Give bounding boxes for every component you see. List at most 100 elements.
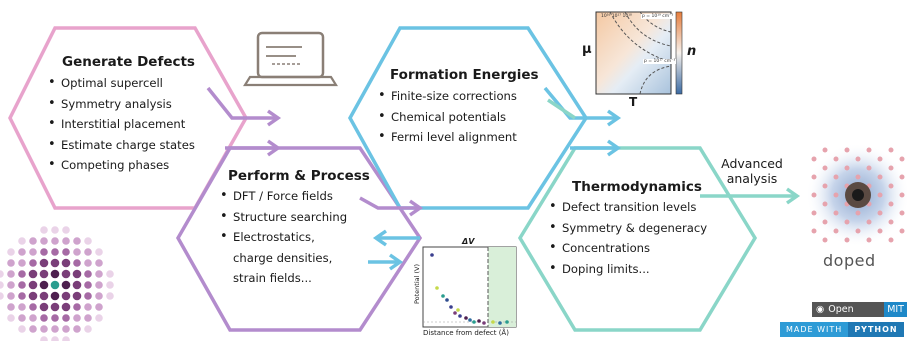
plot-point (430, 253, 434, 257)
lattice-atom (855, 210, 861, 216)
grid-dot (7, 314, 15, 322)
lattice-atom (822, 219, 828, 225)
plot-point (464, 316, 468, 320)
plot-point (468, 318, 472, 322)
heatmap-tag-top: 10¹⁶ 10¹⁷ 10¹⁸ (601, 14, 632, 19)
plot-point (445, 298, 449, 302)
grid-dot (51, 336, 59, 341)
perform-list: DFT / Force fields Structure searching E… (220, 186, 347, 289)
doped-logo-text: doped (823, 251, 876, 270)
lattice-atom (877, 210, 883, 216)
heatmap-x-label: T (629, 95, 638, 109)
thermo-list: Defect transition levels Symmetry & dege… (549, 197, 707, 279)
open-source-label: Open Source (826, 302, 885, 330)
list-item: Finite-size corrections (378, 86, 517, 107)
grid-dot (62, 248, 70, 256)
formation-hexagon (347, 26, 589, 210)
arrow-to-advanced (700, 187, 801, 205)
list-item: Doping limits... (549, 259, 707, 280)
grid-dot (50, 280, 60, 290)
plot-point (456, 308, 460, 312)
grid-dot (106, 281, 114, 289)
made-with-python-badge[interactable]: MADE WITH PYTHON (780, 322, 904, 337)
grid-dot (51, 314, 59, 322)
grid-dot (73, 325, 81, 333)
grid-dot (84, 259, 92, 267)
grid-dot (106, 270, 114, 278)
lattice-atom (866, 219, 872, 225)
grid-dot (84, 303, 92, 311)
grid-dot (51, 248, 59, 256)
mit-label: MIT (884, 302, 907, 317)
generate-title: Generate Defects (62, 54, 195, 70)
list-item: charge densities, (233, 250, 333, 265)
lattice-atom (899, 192, 905, 198)
grid-dot (106, 292, 114, 300)
plot-point (505, 320, 509, 324)
lattice-atom (888, 201, 894, 207)
lattice-atom (899, 210, 905, 216)
grid-dot (95, 314, 103, 322)
list-item: Interstitial placement (48, 114, 195, 135)
lattice-atom (888, 237, 894, 243)
lattice-atom (822, 237, 828, 243)
grid-dot (61, 269, 71, 279)
list-item: Fermi level alignment (378, 127, 517, 148)
lattice-atom (833, 192, 839, 198)
plot-point (477, 319, 481, 323)
open-source-badge[interactable]: ◉ Open Source MIT (812, 302, 907, 330)
advanced-line-2: analysis (726, 171, 778, 186)
arrow-formation-to-perform (372, 229, 420, 247)
advanced-line-1: Advanced (721, 156, 783, 171)
lattice-atom (866, 147, 872, 153)
github-icon: ◉ (812, 302, 827, 317)
grid-dot (84, 237, 92, 245)
plot-point (441, 294, 445, 298)
lattice-atom (877, 174, 883, 180)
formation-list: Finite-size corrections Chemical potenti… (378, 86, 517, 148)
heatmap-tag-bottom: p = 10¹⁷ cm⁻³ (643, 59, 677, 64)
lattice-atom (822, 165, 828, 171)
arrow-perform-to-formation (359, 196, 424, 217)
lattice-atom (888, 219, 894, 225)
grid-dot (28, 269, 38, 279)
lattice-atom (877, 228, 883, 234)
grid-dot (7, 303, 15, 311)
grid-dot (18, 270, 26, 278)
plot-point (453, 311, 457, 315)
grid-dot (40, 314, 48, 322)
lattice-atom (844, 237, 850, 243)
grid-dot (50, 258, 60, 268)
heatmap-figure (595, 11, 683, 95)
grid-dot (84, 292, 92, 300)
grid-dot (39, 269, 49, 279)
grid-dot (29, 303, 37, 311)
lattice-atom (811, 210, 817, 216)
lattice-atom (811, 174, 817, 180)
lattice-atom (844, 165, 850, 171)
heatmap-tag-right: p = 10¹⁹ cm⁻³ (641, 14, 675, 19)
generate-list: Optimal supercell Symmetry analysis Inte… (48, 73, 195, 176)
lattice-atom (899, 174, 905, 180)
grid-dot (18, 314, 26, 322)
lattice-atom (833, 156, 839, 162)
arrow-formation-to-thermo-2 (570, 139, 622, 157)
grid-dot (40, 237, 48, 245)
grid-dot (72, 291, 82, 301)
plot-point (449, 305, 453, 309)
lattice-atom (822, 201, 828, 207)
grid-dot (73, 259, 81, 267)
formation-title: Formation Energies (390, 67, 539, 83)
grid-dot (7, 292, 15, 300)
grid-dot (29, 314, 37, 322)
grid-dot (62, 336, 70, 341)
list-item: Concentrations (549, 238, 707, 259)
potential-plot (422, 246, 517, 328)
grid-dot (7, 270, 15, 278)
grid-dot (62, 226, 70, 234)
grid-dot (18, 259, 26, 267)
lattice-atom (811, 156, 817, 162)
grid-dot (7, 281, 15, 289)
grid-dot (0, 270, 4, 278)
doped-logo-graphic (806, 143, 907, 247)
